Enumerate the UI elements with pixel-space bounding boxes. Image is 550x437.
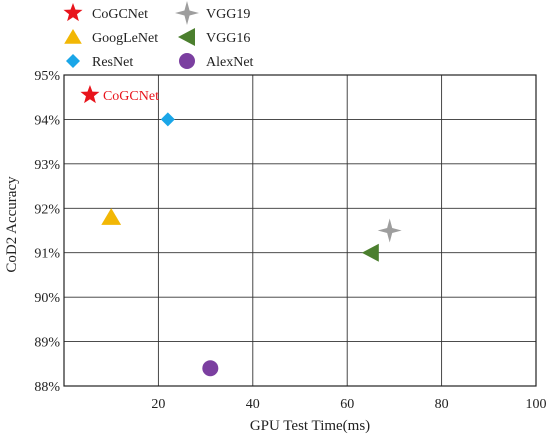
legend-marker-vgg16 bbox=[178, 28, 195, 46]
legend-marker-cogcnet bbox=[63, 3, 83, 22]
y-tick-label: 93% bbox=[34, 158, 60, 173]
data-points: CoGCNet bbox=[80, 84, 402, 377]
x-tick-label: 40 bbox=[246, 397, 260, 412]
legend: CoGCNet VGG19 GoogLeNet VGG16 ResNet AlexNet bbox=[63, 1, 254, 70]
grid bbox=[64, 75, 536, 386]
y-tick-label: 91% bbox=[34, 247, 60, 262]
legend-marker-vgg19 bbox=[175, 1, 199, 25]
legend-marker-resnet bbox=[66, 54, 80, 68]
y-axis-ticks: 88% 89% 90% 91% 92% 93% 94% 95% bbox=[34, 69, 60, 395]
point-googlenet bbox=[101, 208, 122, 225]
point-label-cogcnet: CoGCNet bbox=[103, 89, 159, 104]
x-tick-label: 20 bbox=[151, 397, 165, 412]
legend-label-resnet: ResNet bbox=[92, 55, 133, 70]
point-vgg16 bbox=[361, 243, 379, 262]
y-tick-label: 95% bbox=[34, 69, 60, 84]
legend-marker-googlenet bbox=[64, 29, 82, 44]
x-axis-title: GPU Test Time(ms) bbox=[250, 418, 370, 434]
legend-label-cogcnet: CoGCNet bbox=[92, 7, 148, 22]
y-tick-label: 90% bbox=[34, 291, 60, 306]
legend-marker-alexnet bbox=[179, 53, 195, 69]
legend-label-googlenet: GoogLeNet bbox=[92, 31, 158, 46]
legend-label-vgg16: VGG16 bbox=[206, 31, 250, 46]
y-tick-label: 88% bbox=[34, 380, 60, 395]
point-vgg19 bbox=[377, 218, 402, 243]
plot-frame bbox=[63, 74, 537, 387]
x-tick-label: 100 bbox=[526, 397, 547, 412]
y-tick-label: 92% bbox=[34, 202, 60, 217]
y-tick-label: 94% bbox=[34, 113, 60, 128]
y-tick-label: 89% bbox=[34, 336, 60, 351]
x-axis-ticks: 20 40 60 80 100 bbox=[151, 397, 546, 412]
legend-label-vgg19: VGG19 bbox=[206, 7, 250, 22]
x-tick-label: 80 bbox=[435, 397, 449, 412]
y-axis-title: CoD2 Accuracy bbox=[4, 176, 20, 273]
point-alexnet bbox=[202, 360, 219, 377]
x-tick-label: 60 bbox=[340, 397, 354, 412]
point-cogcnet bbox=[80, 84, 100, 104]
legend-label-alexnet: AlexNet bbox=[206, 55, 254, 70]
point-resnet bbox=[160, 112, 175, 127]
